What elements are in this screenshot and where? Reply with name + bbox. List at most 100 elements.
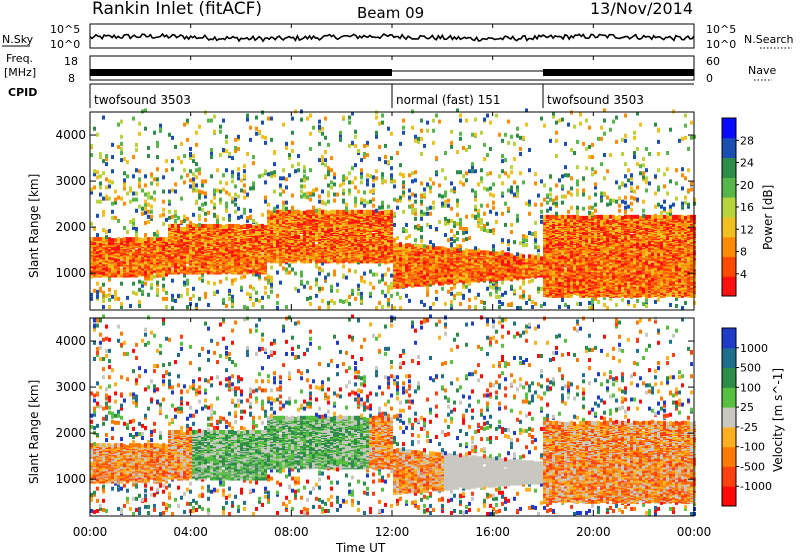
heatmap-cell <box>123 178 126 182</box>
heatmap-cell <box>105 177 108 181</box>
heatmap-cell <box>93 237 96 241</box>
heatmap-cell <box>183 123 186 127</box>
heatmap-cell <box>402 191 405 195</box>
heatmap-cell <box>255 116 258 120</box>
heatmap-cell <box>264 277 267 281</box>
heatmap-cell <box>168 224 171 228</box>
heatmap-cell <box>294 169 297 173</box>
heatmap-cell <box>261 253 264 257</box>
heatmap-cell <box>276 210 279 214</box>
nsky-panel: N.Sky 10^5 10^0 10^5 10^0 N.Search <box>2 23 794 51</box>
heatmap-cell <box>318 208 321 212</box>
heatmap-cell <box>243 183 246 187</box>
freq-tick-top: 18 <box>64 55 78 68</box>
heatmap-cell <box>309 210 312 214</box>
heatmap-cell <box>156 167 159 171</box>
heatmap-cell <box>240 225 243 229</box>
heatmap-cell <box>354 197 357 201</box>
heatmap-cell <box>309 192 312 196</box>
heatmap-cell <box>258 299 261 303</box>
heatmap-cell <box>312 206 315 210</box>
heatmap-cell <box>231 174 234 178</box>
heatmap-cell <box>408 188 411 192</box>
heatmap-cell <box>405 294 408 298</box>
heatmap-cell <box>168 190 171 194</box>
heatmap-cell <box>198 214 201 218</box>
heatmap-cell <box>108 305 111 309</box>
heatmap-cell <box>204 218 207 222</box>
heatmap-cell <box>180 294 183 298</box>
heatmap-cell <box>417 244 420 248</box>
heatmap-cell <box>321 299 324 303</box>
heatmap-cell <box>144 237 147 241</box>
heatmap-cell <box>309 296 312 300</box>
heatmap-cell <box>171 224 174 228</box>
heatmap-cell <box>267 203 270 207</box>
heatmap-cell <box>183 180 186 184</box>
heatmap-cell <box>354 135 357 139</box>
heatmap-cell <box>402 210 405 214</box>
heatmap-cell <box>99 237 102 241</box>
heatmap-cell <box>150 196 153 200</box>
heatmap-cell <box>387 210 390 214</box>
heatmap-cell <box>183 227 186 231</box>
heatmap-cell <box>243 164 246 168</box>
heatmap-cell <box>147 154 150 158</box>
heatmap-cell <box>159 124 162 128</box>
heatmap-cell <box>162 208 165 212</box>
heatmap-cell <box>165 291 168 295</box>
heatmap-cell <box>345 221 348 225</box>
heatmap-cell <box>270 283 273 287</box>
heatmap-cell <box>234 224 237 228</box>
heatmap-cell <box>189 152 192 156</box>
heatmap-cell <box>309 198 312 202</box>
heatmap-cell <box>273 207 276 211</box>
heatmap-cell <box>213 115 216 119</box>
heatmap-cell <box>141 238 144 242</box>
heatmap-cell <box>288 153 291 157</box>
heatmap-cell <box>249 209 252 213</box>
heatmap-cell <box>237 224 240 228</box>
heatmap-cell <box>222 187 225 191</box>
heatmap-cell <box>408 243 411 247</box>
nsky-tick-top: 10^5 <box>50 23 80 36</box>
heatmap-cell <box>411 211 414 215</box>
heatmap-cell <box>213 188 216 192</box>
heatmap-cell <box>315 264 318 268</box>
heatmap-cell <box>234 184 237 188</box>
heatmap-cell <box>402 244 405 248</box>
heatmap-cell <box>228 152 231 156</box>
heatmap-cell <box>108 179 111 183</box>
heatmap-cell <box>153 236 156 240</box>
heatmap-cell <box>237 167 240 171</box>
heatmap-cell <box>291 206 294 210</box>
heatmap-cell <box>225 168 228 172</box>
heatmap-cell <box>348 210 351 214</box>
heatmap-cell <box>165 168 168 172</box>
heatmap-cell <box>111 210 114 214</box>
heatmap-cell <box>243 169 246 173</box>
heatmap-cell <box>321 251 324 255</box>
heatmap-cell <box>291 211 294 215</box>
heatmap-cell <box>342 300 345 304</box>
heatmap-cell <box>165 297 168 301</box>
heatmap-cell <box>138 237 141 241</box>
heatmap-cell <box>225 277 228 281</box>
heatmap-cell <box>114 297 117 301</box>
heatmap-cell <box>192 154 195 158</box>
heatmap-cell <box>300 280 303 284</box>
heatmap-cell <box>255 298 258 302</box>
cpid-segment-label: twofsound 3503 <box>547 93 644 107</box>
heatmap-cell <box>300 235 303 239</box>
heatmap-cell <box>165 237 168 241</box>
heatmap-cell <box>357 190 360 194</box>
heatmap-cell <box>309 132 312 136</box>
heatmap-cell <box>390 132 393 136</box>
heatmap-cell <box>381 201 384 205</box>
heatmap-cell <box>339 138 342 142</box>
heatmap-cell <box>414 139 417 143</box>
heatmap-cell <box>201 224 204 228</box>
heatmap-cell <box>93 127 96 131</box>
heatmap-cell <box>378 280 381 284</box>
heatmap-cell <box>300 109 303 113</box>
